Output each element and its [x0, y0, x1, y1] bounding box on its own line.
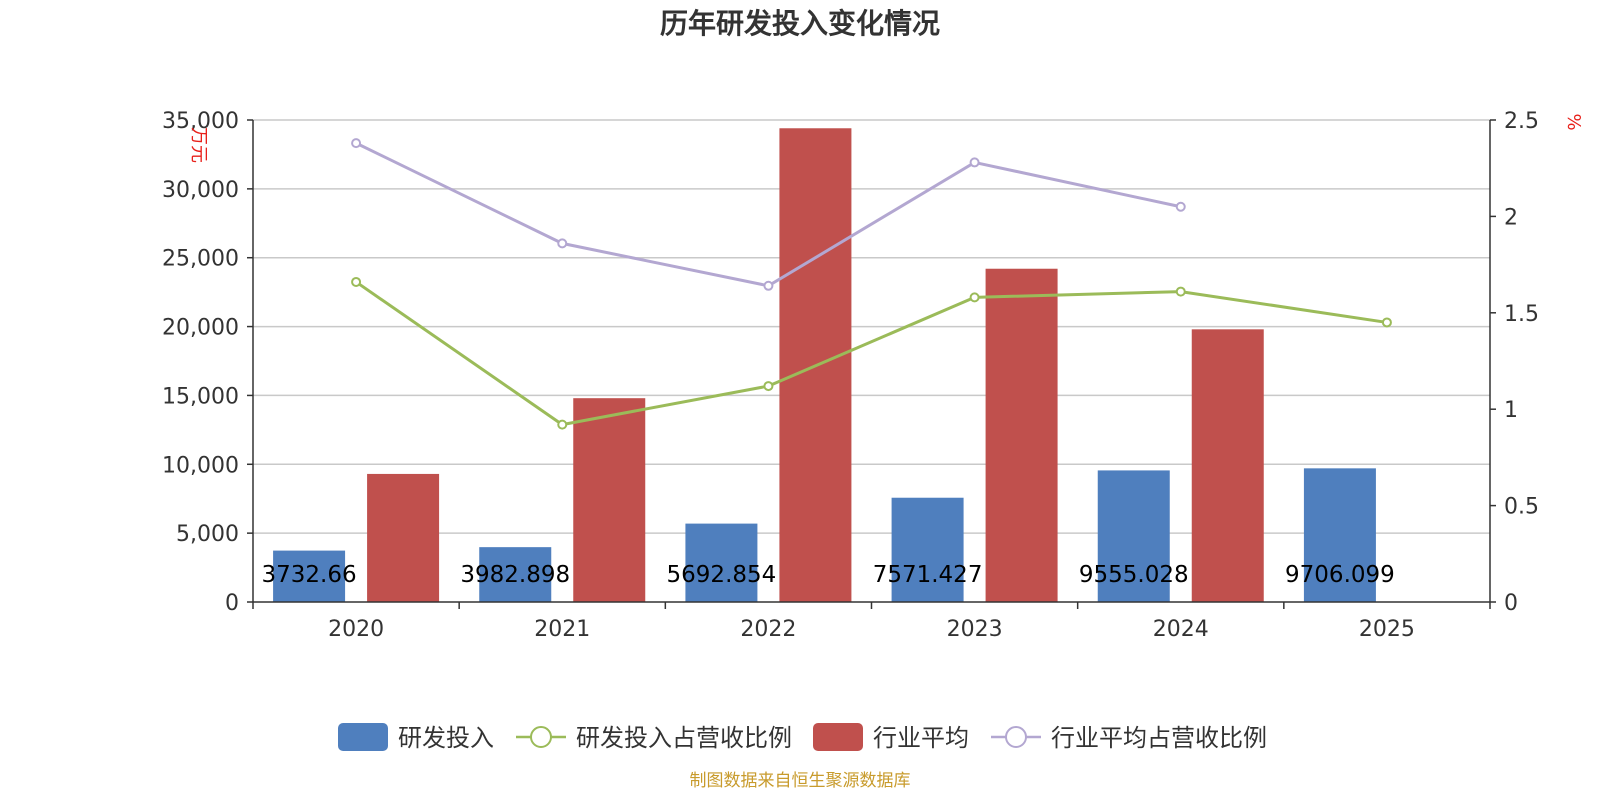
x-axis-label: 2022 — [740, 617, 796, 642]
point-rd-ratio — [1381, 317, 1392, 328]
legend-swatch-marker — [530, 726, 552, 748]
legend-label: 行业平均占营收比例 — [1051, 724, 1267, 752]
point-rd-ratio — [763, 381, 774, 392]
legend-label: 研发投入占营收比例 — [576, 724, 792, 752]
line-rd-ratio — [355, 280, 1388, 427]
x-axis-label: 2020 — [328, 617, 384, 642]
bar-rd-investment — [273, 550, 346, 602]
axes: 0 5,000 10,000 15,000 20,000 25,000 30,000 35,0… — [162, 109, 1584, 642]
point-industry-ratio — [969, 157, 980, 168]
legend-swatch-bar — [813, 723, 863, 751]
legend: 研发投入 研发投入占营收比例 行业平均 行业平均占营收比例 — [338, 723, 1267, 752]
right-axis-tick-label: 1 — [1504, 398, 1518, 423]
left-axis-tick-label: 30,000 — [162, 178, 239, 203]
bar-rd-investment-label: 9706.099 — [1285, 562, 1395, 588]
right-axis-unit: % — [1563, 113, 1584, 130]
right-axis-tick-label: 0.5 — [1504, 495, 1539, 520]
right-axis-tick-label: 2 — [1504, 205, 1518, 230]
point-industry-ratio — [557, 238, 568, 249]
point-rd-ratio — [1175, 286, 1186, 297]
left-axis-tick-label: 15,000 — [162, 384, 239, 409]
left-axis-tick-label: 35,000 — [162, 109, 239, 134]
bar-rd-investment — [685, 523, 758, 602]
bar-rd-investment — [1303, 468, 1376, 602]
bar-rd-investment — [891, 497, 964, 602]
grid-lines — [253, 119, 1490, 534]
bar-rd-investment-label: 3732.66 — [262, 562, 357, 588]
chart-title: 历年研发投入变化情况 — [660, 7, 940, 40]
point-industry-ratio — [1175, 201, 1186, 212]
bar-industry-average — [367, 473, 440, 602]
x-axis-label: 2021 — [534, 617, 590, 642]
ratio-lines — [351, 138, 1392, 430]
legend-swatch-bar — [338, 723, 388, 751]
point-rd-ratio — [969, 292, 980, 303]
legend-label: 行业平均 — [873, 724, 969, 752]
line-industry-ratio — [355, 141, 1182, 288]
left-axis-tick-label: 25,000 — [162, 247, 239, 272]
bar-rd-investment-label: 9555.028 — [1079, 562, 1189, 588]
bar-value-labels: 3732.66 3982.898 5692.854 7571.427 9555.028 9… — [262, 562, 1395, 588]
bar-rd-investment-label: 5692.854 — [667, 562, 777, 588]
bar-rd-investment — [479, 547, 552, 602]
legend-swatch-marker — [1005, 726, 1027, 748]
x-axis-label: 2023 — [947, 617, 1003, 642]
left-axis-tick-label: 5,000 — [176, 522, 239, 547]
left-axis-tick-label: 0 — [225, 591, 239, 616]
bar-industry-average — [573, 398, 646, 602]
point-industry-ratio — [763, 280, 774, 291]
left-axis-tick-label: 20,000 — [162, 316, 239, 341]
left-axis-tick-label: 10,000 — [162, 453, 239, 478]
bar-industry-average — [985, 268, 1058, 602]
left-axis-unit: 万元 — [188, 127, 209, 163]
legend-label: 研发投入 — [398, 724, 494, 752]
x-axis-label: 2024 — [1153, 617, 1209, 642]
bars — [273, 128, 1376, 602]
point-rd-ratio — [351, 276, 362, 287]
right-axis-tick-label: 1.5 — [1504, 302, 1539, 327]
bar-rd-investment — [1097, 470, 1170, 602]
bar-industry-average — [1191, 329, 1264, 602]
point-industry-ratio — [351, 138, 362, 149]
bar-rd-investment-label: 7571.427 — [873, 562, 983, 588]
point-rd-ratio — [557, 419, 568, 430]
right-axis-tick-label: 0 — [1504, 591, 1518, 616]
x-axis-label: 2025 — [1359, 617, 1415, 642]
source-note: 制图数据来自恒生聚源数据库 — [690, 771, 911, 791]
right-axis-tick-label: 2.5 — [1504, 109, 1539, 134]
bar-rd-investment-label: 3982.898 — [460, 562, 570, 588]
